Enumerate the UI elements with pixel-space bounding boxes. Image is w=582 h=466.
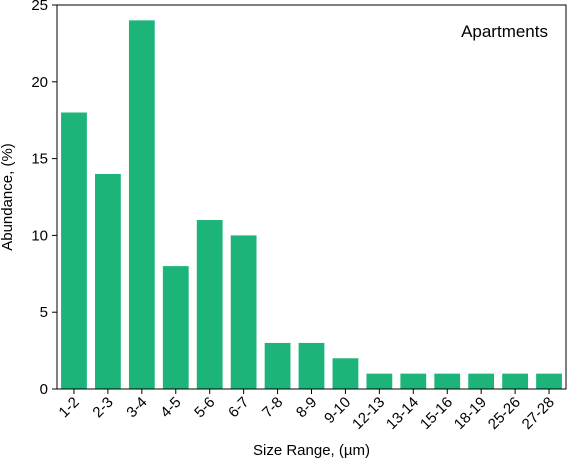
bar-1-2 <box>61 112 87 390</box>
y-axis-title: Abundance, (%) <box>0 143 16 251</box>
x-tick-label: 27-28 <box>519 394 558 433</box>
bar-13-14 <box>400 373 427 389</box>
x-tick-label: 13-14 <box>383 394 422 433</box>
y-axis: 0 5 10 15 20 25 <box>31 0 57 398</box>
y-tick-label: 10 <box>31 227 48 244</box>
chart-annotation: Apartments <box>461 22 548 41</box>
x-tick-label: 5-6 <box>191 394 218 421</box>
bar-8-9 <box>298 342 325 389</box>
x-axis: 1-2 2-3 3-4 4-5 5-6 6-7 7-8 8-9 9-1012-1313-1415… <box>55 389 558 433</box>
bar-27-28 <box>536 373 562 389</box>
bar-7-8 <box>264 342 291 389</box>
y-tick-label: 20 <box>31 74 48 91</box>
plot-frame <box>56 4 567 390</box>
y-tick-label: 5 <box>40 304 48 321</box>
bar-18-19 <box>468 373 495 389</box>
x-tick-label: 2-3 <box>89 394 116 421</box>
x-tick-label: 7-8 <box>259 394 286 421</box>
x-tick-label: 6-7 <box>225 394 252 421</box>
bars-group <box>61 20 562 390</box>
bar-2-3 <box>95 173 121 389</box>
x-tick-label: 18-19 <box>451 394 490 433</box>
y-tick-label: 15 <box>31 151 48 168</box>
y-tick-label: 25 <box>31 0 48 14</box>
bar-12-13 <box>366 373 393 389</box>
x-tick-label: 25-26 <box>485 394 524 433</box>
x-axis-title: Size Range, (µm) <box>253 442 370 459</box>
bar-15-16 <box>434 373 461 389</box>
bar-4-5 <box>162 266 189 389</box>
bar-9-10 <box>332 358 359 389</box>
bar-6-7 <box>230 235 257 389</box>
x-tick-label: 4-5 <box>157 394 184 421</box>
bar-3-4 <box>128 20 155 390</box>
x-tick-label: 1-2 <box>55 394 82 421</box>
x-tick-label: 15-16 <box>417 394 456 433</box>
bar-25-26 <box>502 373 528 389</box>
x-tick-label: 12-13 <box>349 394 388 433</box>
bar-5-6 <box>196 220 223 389</box>
y-tick-label: 0 <box>40 381 48 398</box>
x-tick-label: 3-4 <box>123 394 150 421</box>
x-tick-label: 8-9 <box>293 394 320 421</box>
